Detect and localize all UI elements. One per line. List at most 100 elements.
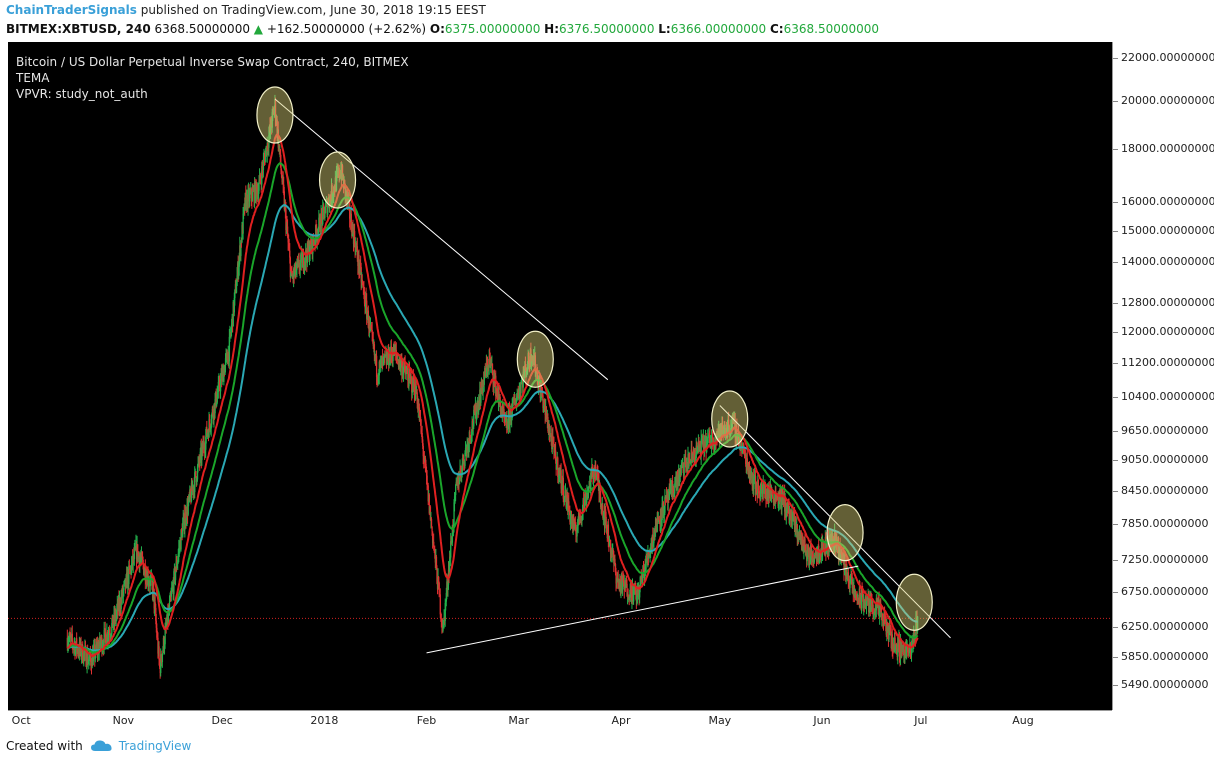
candle-body	[552, 435, 554, 439]
candle-body	[907, 645, 909, 653]
candle-body	[583, 499, 585, 506]
candle-body	[390, 346, 393, 356]
candle-body	[215, 391, 217, 406]
ema-slow-line	[67, 204, 918, 652]
candle-body	[257, 190, 260, 199]
candle-body	[453, 502, 455, 525]
time-tick-label: Jul	[914, 714, 928, 727]
candle-body	[137, 544, 139, 560]
price-axis[interactable]: 22000.00000000 20000.00000000 18000.000000…	[1112, 42, 1214, 710]
high-value: 6376.50000000	[559, 22, 655, 36]
candle-body	[388, 348, 390, 366]
candle-body	[335, 172, 338, 191]
candle-body	[341, 165, 344, 179]
candle-body	[329, 196, 331, 208]
time-axis[interactable]: Oct Nov Dec 2018 Feb Mar Apr May Jun Jul Aug	[8, 710, 1112, 731]
candle-body	[218, 379, 221, 389]
candle-body	[891, 634, 893, 649]
close-label: C:	[770, 22, 784, 36]
candle-body	[728, 419, 730, 426]
candle-body	[595, 466, 597, 480]
candle-body	[174, 572, 177, 581]
trendline	[719, 405, 951, 639]
last-price: 6368.50000000	[154, 22, 250, 36]
candle-body	[112, 615, 114, 628]
candle-body	[449, 556, 451, 575]
candle-body	[85, 647, 87, 667]
time-tick-label: 2018	[310, 714, 339, 727]
candle-body	[434, 548, 436, 551]
candle-body	[444, 603, 446, 622]
candle-body	[700, 438, 702, 457]
candle-body	[285, 209, 287, 231]
candle-body	[366, 300, 368, 319]
candle-body	[143, 571, 145, 575]
candle-body	[860, 589, 863, 609]
candle-body	[138, 553, 140, 557]
price-tick-label: 16000.00000000	[1112, 195, 1214, 209]
ema-fast-line	[66, 133, 919, 658]
candle-body	[289, 250, 291, 258]
indicator-tema[interactable]: TEMA	[16, 71, 50, 85]
candle-body	[325, 202, 327, 206]
candle-body	[849, 583, 851, 589]
candle-body	[865, 601, 868, 606]
candle-body	[290, 271, 292, 278]
candle-body	[668, 486, 671, 500]
candle-body	[657, 519, 660, 523]
candle-body	[512, 399, 514, 404]
candle-body	[277, 129, 279, 148]
candle-body	[221, 371, 223, 382]
candle-body	[435, 556, 438, 568]
annotation-circle	[711, 390, 749, 448]
candle-body	[889, 624, 891, 626]
candle-body	[301, 257, 304, 268]
candle-body	[491, 363, 494, 371]
candle-body	[128, 565, 130, 585]
price-chart[interactable]	[8, 42, 1112, 710]
candle-body	[537, 380, 540, 388]
candle-body	[212, 408, 214, 415]
tradingview-link[interactable]: TradingView	[118, 739, 192, 753]
candle-body	[184, 522, 186, 530]
price-tick-label: 7850.00000000	[1112, 516, 1209, 530]
candle-body	[350, 213, 352, 229]
candle-body	[743, 448, 746, 456]
trendline	[426, 565, 859, 654]
candle-body	[565, 489, 567, 508]
candle-body	[822, 543, 824, 545]
chart-plot-area[interactable]: Bitcoin / US Dollar Perpetual Inverse Sw…	[8, 42, 1112, 710]
candle-body	[475, 402, 477, 420]
candle-body	[196, 466, 199, 480]
candle-body	[422, 439, 424, 446]
candle-body	[244, 192, 246, 210]
candle-body	[710, 435, 713, 447]
candle-body	[226, 352, 228, 361]
candle-body	[111, 622, 113, 634]
price-tick-label: 14000.00000000	[1112, 255, 1214, 269]
candle-body	[469, 431, 471, 437]
candle-body	[235, 285, 238, 293]
candle-body	[194, 472, 196, 493]
candle-body	[276, 119, 278, 137]
price-tick-label: 12000.00000000	[1112, 325, 1214, 339]
candle-body	[107, 632, 110, 638]
candle-body	[265, 151, 267, 163]
candle-body	[884, 612, 886, 619]
candle-body	[201, 448, 203, 460]
candle-body	[746, 458, 748, 465]
candle-body	[622, 577, 624, 590]
author-link[interactable]: ChainTraderSignals	[6, 3, 137, 17]
trendline	[274, 98, 609, 381]
candle-body	[80, 642, 82, 657]
candle-body	[105, 634, 107, 646]
candle-body	[520, 380, 523, 384]
candle-body	[217, 381, 220, 393]
price-tick-label: 20000.00000000	[1112, 94, 1214, 108]
candle-body	[258, 181, 260, 191]
candle-body	[160, 654, 162, 662]
candle-body	[438, 582, 440, 595]
indicator-vpvr[interactable]: VPVR: study_not_auth	[16, 87, 148, 101]
low-label: L:	[658, 22, 671, 36]
candle-body	[839, 546, 841, 562]
